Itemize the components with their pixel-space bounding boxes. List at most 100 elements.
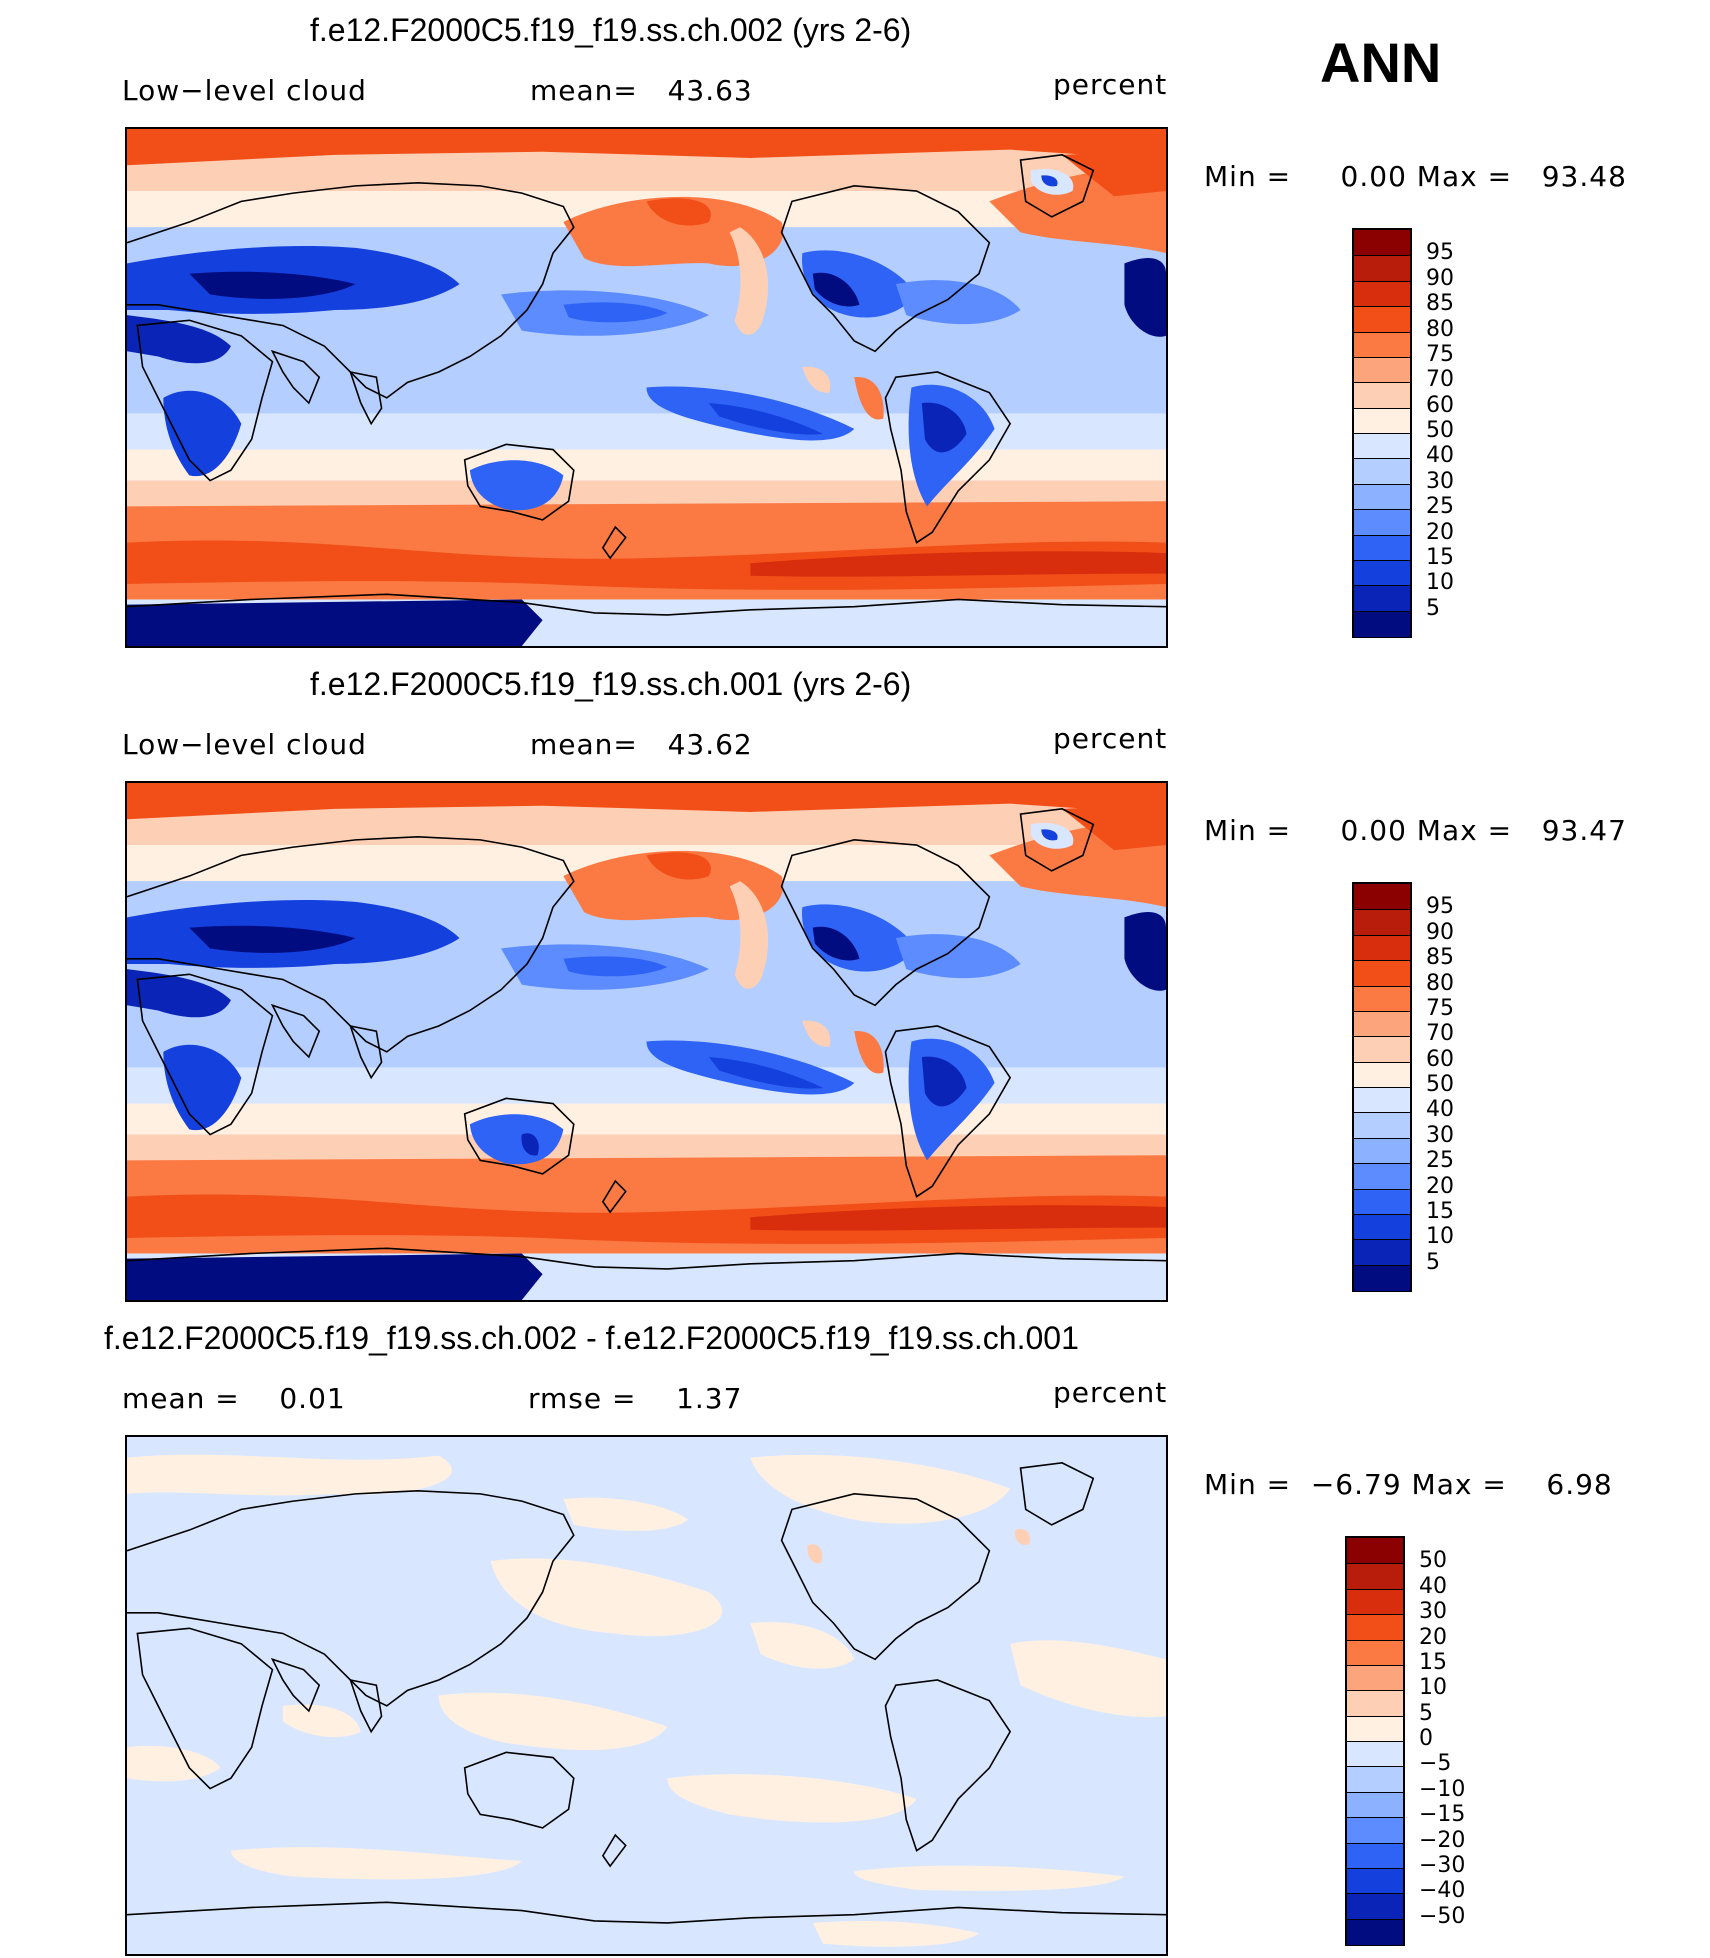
- map-field-blob: [1010, 1640, 1166, 1718]
- colorbar-tick-label: 70: [1426, 1021, 1454, 1047]
- colorbar-swatch: [1354, 985, 1410, 1012]
- panel-1-mean-label: mean= 43.63: [530, 74, 753, 107]
- map-field-blob: [1041, 829, 1058, 841]
- map-field-blob: [127, 315, 231, 364]
- colorbar-tick-label: −15: [1419, 1802, 1466, 1828]
- coastline: [465, 1752, 574, 1827]
- map-field-blob: [563, 956, 668, 977]
- colorbar-tick-label: 10: [1426, 570, 1454, 596]
- map-field-blob: [282, 1704, 361, 1738]
- colorbar-swatch: [1354, 1087, 1410, 1114]
- map-field-blob: [802, 366, 831, 393]
- colorbar-tick-label: 20: [1419, 1624, 1447, 1650]
- map-field-blob: [230, 1847, 522, 1880]
- colorbar-swatch: [1354, 1163, 1410, 1190]
- colorbar-tick-label: −5: [1419, 1751, 1452, 1777]
- colorbar-tick-label: 50: [1419, 1548, 1447, 1574]
- map-field-blob: [490, 1558, 723, 1637]
- map-field-blob: [708, 1057, 824, 1089]
- colorbar-swatch: [1347, 1842, 1403, 1869]
- colorbar-swatch: [1354, 534, 1410, 561]
- colorbar-swatch: [1347, 1766, 1403, 1793]
- map-field-blob: [1124, 258, 1166, 337]
- coastline: [350, 1026, 381, 1078]
- map-field-blob: [127, 1253, 543, 1300]
- colorbar-tick-label: 40: [1426, 443, 1454, 469]
- colorbar-swatch: [1354, 433, 1410, 460]
- panel-2-mean-label: mean= 43.62: [530, 728, 753, 761]
- colorbar-tick-label: 10: [1419, 1675, 1447, 1701]
- colorbar-swatch: [1354, 509, 1410, 536]
- map-field-blob: [921, 1056, 967, 1107]
- colorbar-swatch: [1354, 1239, 1410, 1266]
- colorbar-tick-label: −40: [1419, 1878, 1466, 1904]
- colorbar-swatch: [1354, 909, 1410, 936]
- map-field-blob: [127, 1454, 452, 1496]
- colorbar-swatch: [1354, 1137, 1410, 1165]
- colorbar-swatch: [1354, 960, 1410, 987]
- colorbar-tick-label: 5: [1426, 1249, 1440, 1275]
- colorbar-tick-label: 85: [1426, 945, 1454, 971]
- map-field-blob: [750, 1622, 855, 1669]
- colorbar-swatch: [1347, 1715, 1403, 1742]
- map-field-blob: [189, 925, 356, 953]
- panel-3-colorbar: [1345, 1536, 1405, 1946]
- colorbar-swatch: [1347, 1588, 1403, 1616]
- coastline: [1021, 1463, 1094, 1525]
- map-field-blob: [189, 271, 356, 299]
- panel-3-minmax: Min = −6.79 Max = 6.98: [1204, 1468, 1613, 1501]
- colorbar-swatch: [1354, 1213, 1410, 1241]
- coastline: [465, 1098, 574, 1173]
- colorbar-tick-label: −10: [1419, 1776, 1466, 1802]
- colorbar-tick-label: 80: [1426, 970, 1454, 996]
- coastline: [885, 1026, 1010, 1197]
- map-field-blob: [563, 1497, 689, 1531]
- coastline: [603, 1835, 626, 1866]
- map-field-blob: [521, 1133, 539, 1156]
- map-field-blob: [646, 198, 711, 226]
- colorbar-swatch: [1354, 356, 1410, 384]
- colorbar-swatch: [1354, 382, 1410, 409]
- colorbar-swatch: [1354, 331, 1410, 358]
- map-field-blob: [1062, 149, 1166, 197]
- colorbar-swatch: [1354, 407, 1410, 434]
- colorbar-tick-label: 60: [1426, 392, 1454, 418]
- panel-2-map: [125, 781, 1168, 1302]
- coastline: [127, 1902, 1166, 1923]
- colorbar-tick-label: 5: [1426, 595, 1440, 621]
- coastline: [137, 1628, 272, 1788]
- panel-2-minmax: Min = 0.00 Max = 93.47: [1204, 814, 1627, 847]
- colorbar-swatch: [1354, 483, 1410, 511]
- colorbar-tick-label: 20: [1426, 1173, 1454, 1199]
- map-field-blob: [563, 850, 784, 921]
- coastline: [885, 372, 1010, 543]
- colorbar-tick-label: 10: [1426, 1224, 1454, 1250]
- map-field-blob: [469, 460, 564, 511]
- panel-1-variable-label: Low−level cloud: [122, 74, 367, 107]
- panel-1-minmax: Min = 0.00 Max = 93.48: [1204, 160, 1627, 193]
- colorbar-swatch: [1354, 1010, 1410, 1038]
- map-field-blob: [812, 272, 860, 307]
- map-field-blob: [163, 1044, 242, 1131]
- panel-1-map-field: [127, 129, 1166, 646]
- colorbar-swatch: [1354, 610, 1410, 637]
- panel-2-map-field: [127, 783, 1166, 1300]
- map-field-blob: [895, 280, 1021, 325]
- map-field-blob: [1041, 175, 1058, 187]
- coastline: [465, 444, 574, 519]
- colorbar-swatch: [1347, 1867, 1403, 1895]
- coastline: [137, 320, 272, 480]
- map-field-blob: [1062, 803, 1166, 851]
- map-field-band: [127, 1067, 1166, 1104]
- colorbar-swatch: [1347, 1639, 1403, 1666]
- colorbar-tick-label: 20: [1426, 519, 1454, 545]
- colorbar-tick-label: 40: [1426, 1097, 1454, 1123]
- panel-2-colorbar: [1352, 882, 1412, 1292]
- coastline: [782, 186, 990, 351]
- panel-3-mean-label: mean = 0.01: [122, 1382, 346, 1415]
- season-label: ANN: [1320, 31, 1442, 94]
- coastline: [137, 974, 272, 1134]
- coastline: [127, 594, 1166, 615]
- colorbar-tick-label: −20: [1419, 1827, 1466, 1853]
- panel-3-map: [125, 1435, 1168, 1956]
